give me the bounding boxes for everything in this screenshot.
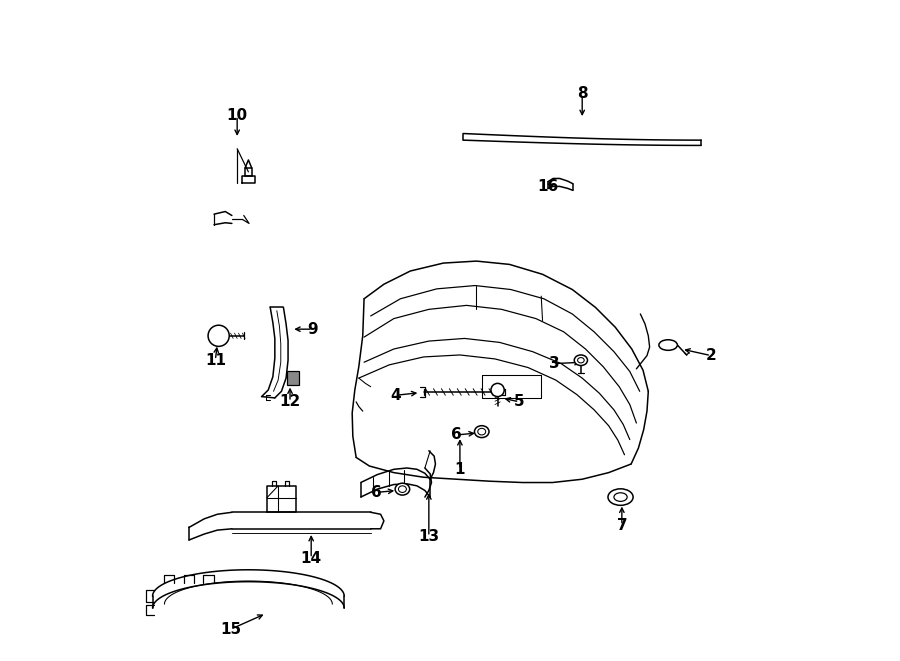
Text: 3: 3 bbox=[549, 356, 560, 371]
Text: 5: 5 bbox=[514, 395, 525, 409]
Text: 14: 14 bbox=[301, 551, 322, 566]
Ellipse shape bbox=[659, 340, 678, 350]
Text: 2: 2 bbox=[706, 348, 716, 363]
Text: 13: 13 bbox=[418, 529, 439, 544]
Circle shape bbox=[491, 383, 504, 397]
Text: 9: 9 bbox=[307, 322, 318, 336]
Text: 6: 6 bbox=[451, 428, 462, 442]
Text: 16: 16 bbox=[537, 179, 559, 194]
Text: 1: 1 bbox=[454, 462, 465, 477]
Text: 6: 6 bbox=[371, 485, 382, 500]
Text: 12: 12 bbox=[279, 395, 301, 409]
Ellipse shape bbox=[474, 426, 489, 438]
Text: 11: 11 bbox=[205, 353, 226, 368]
Text: 7: 7 bbox=[616, 518, 627, 533]
Bar bbox=[287, 371, 300, 385]
Text: 8: 8 bbox=[577, 87, 588, 101]
Circle shape bbox=[208, 325, 230, 346]
Text: 10: 10 bbox=[227, 108, 248, 123]
Text: 4: 4 bbox=[391, 388, 401, 403]
Ellipse shape bbox=[395, 483, 410, 495]
Text: 15: 15 bbox=[220, 622, 241, 637]
Ellipse shape bbox=[574, 355, 588, 366]
